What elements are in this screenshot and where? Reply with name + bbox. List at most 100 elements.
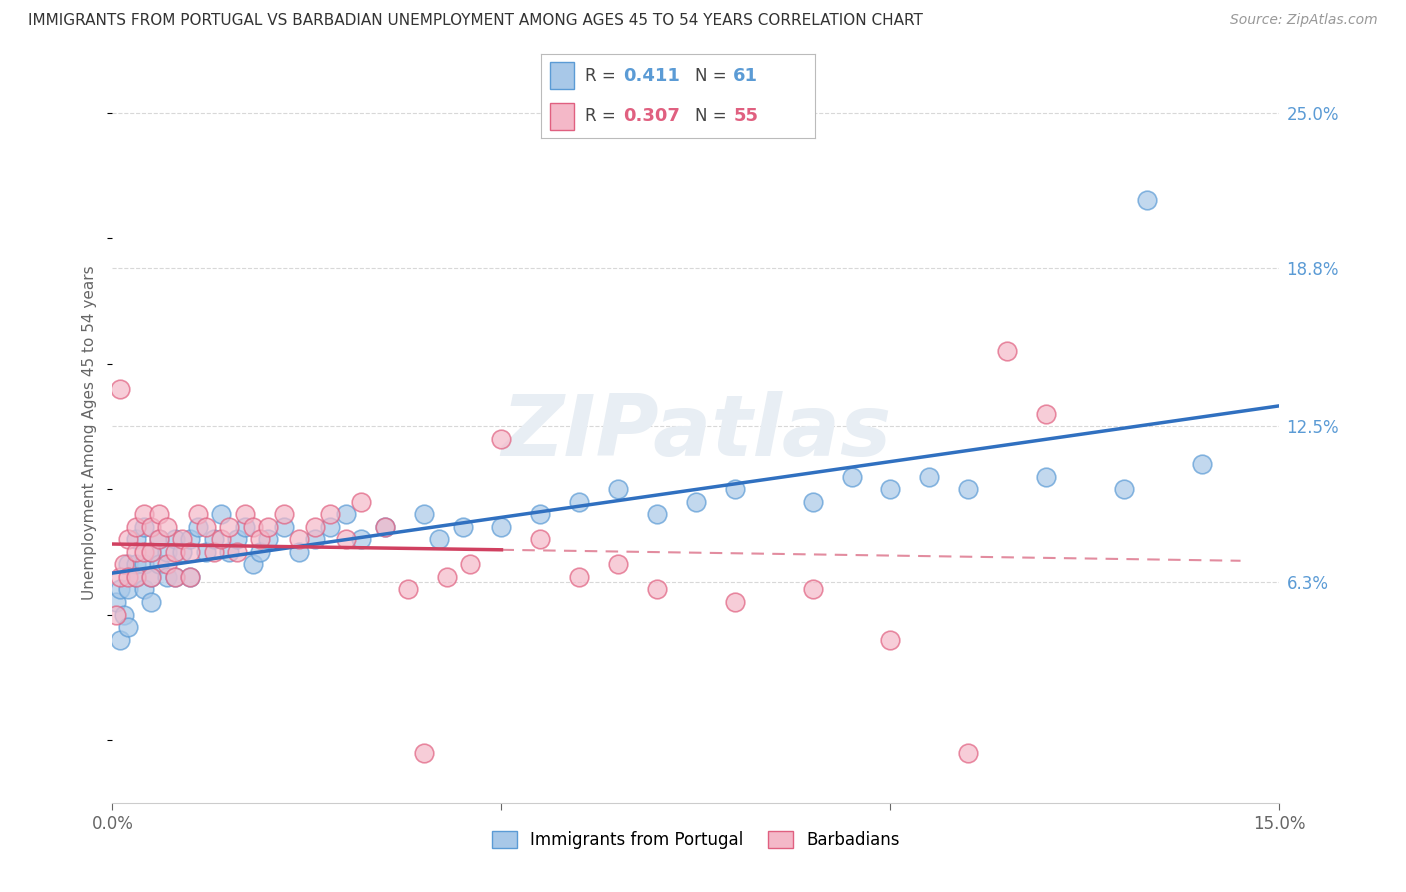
Point: [156, 570, 179, 584]
Text: R =: R =: [585, 107, 621, 125]
Point: [396, 582, 419, 597]
Point: [288, 533, 311, 547]
Point: [202, 533, 225, 547]
Point: [112, 607, 135, 622]
Point: [105, 595, 128, 609]
Point: [218, 545, 240, 559]
Point: [148, 507, 170, 521]
Point: [257, 520, 280, 534]
Point: [841, 469, 863, 483]
Point: [163, 570, 186, 584]
Point: [163, 570, 186, 584]
Point: [125, 545, 148, 559]
Text: 0.307: 0.307: [624, 107, 681, 125]
Point: [172, 533, 194, 547]
Point: [194, 520, 217, 534]
Point: [350, 533, 373, 547]
Text: 61: 61: [734, 67, 758, 85]
Point: [645, 507, 668, 521]
Point: [645, 582, 668, 597]
Point: [132, 558, 155, 572]
Point: [1136, 194, 1159, 208]
Text: IMMIGRANTS FROM PORTUGAL VS BARBADIAN UNEMPLOYMENT AMONG AGES 45 TO 54 YEARS COR: IMMIGRANTS FROM PORTUGAL VS BARBADIAN UN…: [28, 13, 922, 29]
Point: [335, 507, 357, 521]
Point: [304, 520, 326, 534]
Point: [249, 533, 271, 547]
Point: [125, 533, 148, 547]
Point: [132, 582, 155, 597]
Point: [724, 482, 747, 496]
Point: [218, 520, 240, 534]
Legend: Immigrants from Portugal, Barbadians: Immigrants from Portugal, Barbadians: [484, 822, 908, 857]
Point: [233, 507, 256, 521]
Point: [918, 469, 941, 483]
Point: [724, 595, 747, 609]
Point: [163, 545, 186, 559]
Point: [1035, 469, 1057, 483]
Point: [112, 558, 135, 572]
Point: [209, 533, 232, 547]
Point: [607, 482, 630, 496]
Point: [105, 607, 128, 622]
Point: [957, 482, 980, 496]
Point: [156, 558, 179, 572]
Point: [957, 746, 980, 760]
Point: [148, 533, 170, 547]
Point: [491, 520, 513, 534]
Text: Source: ZipAtlas.com: Source: ZipAtlas.com: [1230, 13, 1378, 28]
Point: [374, 520, 396, 534]
Point: [304, 533, 326, 547]
Text: 0.411: 0.411: [624, 67, 681, 85]
Point: [1112, 482, 1135, 496]
Point: [451, 520, 474, 534]
FancyBboxPatch shape: [550, 62, 574, 89]
Point: [529, 507, 551, 521]
Point: [288, 545, 311, 559]
Point: [436, 570, 458, 584]
Point: [179, 545, 201, 559]
Point: [995, 344, 1018, 359]
Point: [132, 545, 155, 559]
Point: [319, 520, 342, 534]
Point: [529, 533, 551, 547]
Point: [568, 570, 591, 584]
Point: [117, 558, 139, 572]
Point: [141, 545, 163, 559]
Point: [257, 533, 280, 547]
Point: [801, 582, 824, 597]
Point: [226, 545, 249, 559]
Text: N =: N =: [695, 107, 731, 125]
Point: [412, 507, 434, 521]
Point: [273, 520, 295, 534]
Text: 55: 55: [734, 107, 758, 125]
Point: [242, 558, 264, 572]
Point: [110, 632, 132, 647]
Point: [202, 545, 225, 559]
Point: [685, 494, 707, 508]
Point: [249, 545, 271, 559]
Point: [125, 520, 148, 534]
Point: [233, 520, 256, 534]
Point: [132, 507, 155, 521]
Point: [879, 632, 901, 647]
Point: [110, 382, 132, 396]
Point: [179, 570, 201, 584]
Point: [335, 533, 357, 547]
Point: [148, 558, 170, 572]
Point: [374, 520, 396, 534]
Point: [179, 533, 201, 547]
Point: [132, 520, 155, 534]
Point: [1035, 407, 1057, 421]
Point: [412, 746, 434, 760]
Point: [163, 533, 186, 547]
Point: [319, 507, 342, 521]
Point: [568, 494, 591, 508]
Point: [427, 533, 450, 547]
Point: [125, 558, 148, 572]
Text: N =: N =: [695, 67, 731, 85]
Point: [491, 432, 513, 446]
Point: [125, 570, 148, 584]
Point: [141, 545, 163, 559]
Point: [273, 507, 295, 521]
Point: [117, 582, 139, 597]
